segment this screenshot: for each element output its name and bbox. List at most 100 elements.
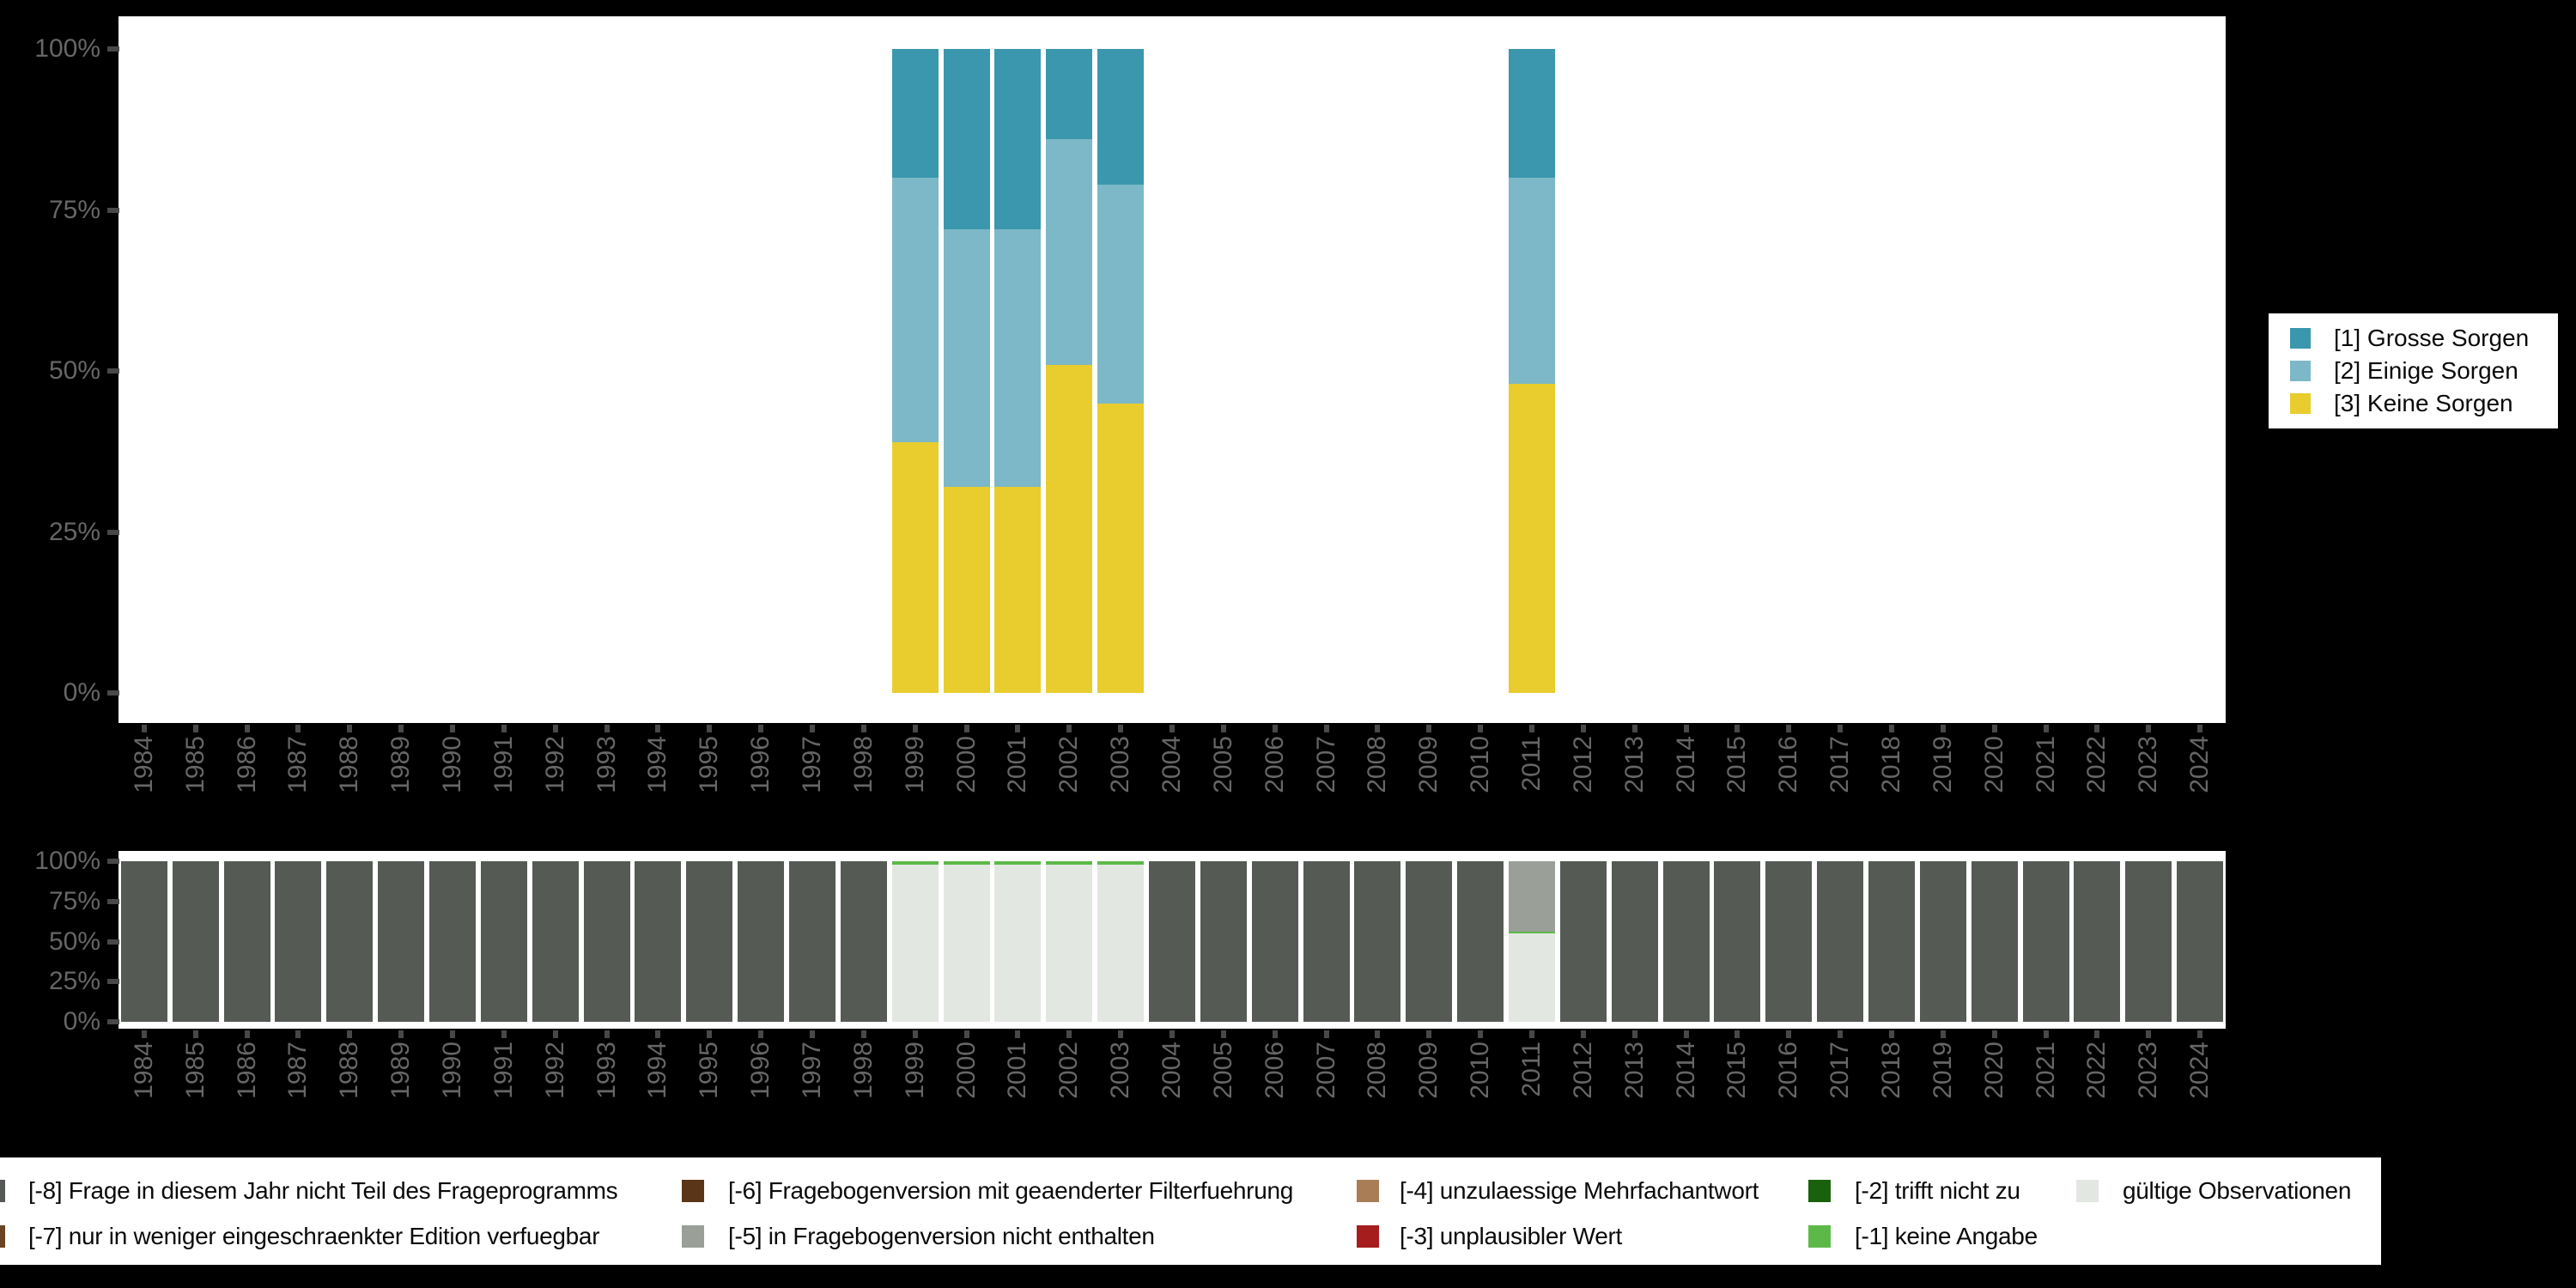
stacked-bar-2017 [1817, 861, 1864, 1022]
x-axis-tick [1735, 725, 1741, 732]
bar-segment [2074, 861, 2121, 1022]
stacked-bar-2005 [1200, 861, 1247, 1022]
worries-chart-legend: [1] Grosse Sorgen [2] Einige Sorgen [3] Ke… [2269, 313, 2558, 428]
x-axis-label-year: 1988 [335, 736, 364, 793]
x-axis-label-year: 2024 [2185, 1042, 2215, 1099]
x-axis-tick [347, 1030, 353, 1038]
x-axis-tick [1991, 725, 1997, 732]
bar-segment [1406, 861, 1453, 1022]
x-axis-label-year: 2022 [2082, 1042, 2111, 1099]
x-axis-tick [141, 725, 147, 732]
x-axis-tick [604, 1030, 610, 1038]
stacked-bar-1987 [275, 861, 322, 1022]
stacked-bar-1988 [326, 861, 374, 1022]
x-axis-label-year: 1997 [798, 1042, 827, 1099]
y-axis-tick [107, 939, 119, 945]
stacked-bar-1999 [891, 49, 939, 693]
x-axis-label-year: 2018 [1876, 1042, 1905, 1099]
x-axis-label-year: 1996 [746, 736, 775, 793]
bar-segment [891, 861, 939, 865]
bar-segment [1611, 861, 1658, 1022]
x-axis-tick [192, 1030, 198, 1038]
x-axis-label-year: 2011 [1516, 1042, 1546, 1097]
x-axis-label-year: 1994 [643, 1042, 672, 1099]
worries-chart-panel [118, 16, 2226, 723]
x-axis-label-year: 2006 [1260, 1042, 1289, 1099]
legend-label: [-5] in Fragebogenversion nicht enthalte… [728, 1223, 1155, 1249]
legend-label: [-2] trifft nicht zu [1855, 1177, 2020, 1204]
x-axis-label-year: 2022 [2082, 736, 2111, 793]
x-axis-tick [1991, 1030, 1997, 1038]
x-axis-tick [655, 1030, 661, 1038]
stacked-bar-2021 [2022, 861, 2069, 1022]
bar-segment [1046, 139, 1093, 365]
bar-segment [1508, 384, 1555, 693]
x-axis-tick [1066, 725, 1072, 732]
x-axis-label-year: 2002 [1054, 1042, 1084, 1099]
x-axis-tick [963, 725, 969, 732]
x-axis-label-year: 1998 [848, 1042, 878, 1099]
x-axis-tick [1683, 1030, 1689, 1038]
x-axis-label-year: 1999 [900, 736, 929, 793]
stacked-bar-1984 [120, 861, 167, 1022]
bar-segment [1662, 861, 1710, 1022]
x-axis-tick [2043, 1030, 2049, 1038]
x-axis-tick [347, 725, 353, 732]
stacked-bar-2016 [1765, 861, 1813, 1022]
stacked-bar-2019 [1919, 861, 1966, 1022]
x-axis-tick [295, 1030, 301, 1038]
legend-swatch [0, 1180, 5, 1202]
x-axis-label-year: 2004 [1157, 736, 1186, 793]
x-axis-tick [604, 725, 610, 732]
bar-segment [120, 861, 167, 1022]
bar-segment [943, 861, 990, 865]
x-axis-label-year: 1987 [283, 736, 313, 793]
legend-label: [1] Grosse Sorgen [2334, 325, 2530, 351]
x-axis-tick [1375, 1030, 1381, 1038]
stacked-bar-1989 [378, 861, 425, 1022]
stacked-bar-2006 [1251, 861, 1298, 1022]
y-axis-label: 100% [34, 847, 100, 875]
x-axis-label-year: 2023 [2134, 736, 2163, 793]
x-axis-label-year: 2013 [1619, 736, 1649, 793]
x-axis-label-year: 2016 [1774, 736, 1803, 793]
x-axis-label-year: 2012 [1568, 736, 1597, 793]
y-axis-tick [107, 859, 119, 864]
x-axis-tick [912, 725, 918, 732]
x-axis-label-year: 2009 [1414, 1042, 1443, 1099]
legend-swatch [1808, 1225, 1831, 1248]
x-axis-label-year: 1986 [232, 1042, 261, 1099]
x-axis-label-year: 2007 [1311, 1042, 1340, 1099]
x-axis-tick [1888, 1030, 1894, 1038]
y-axis-label: 25% [48, 517, 100, 546]
stacked-bar-2024 [2177, 861, 2224, 1022]
bar-segment [1508, 932, 1555, 934]
x-axis-tick [1940, 725, 1946, 732]
y-axis-label: 75% [48, 886, 100, 915]
stacked-bar-2000 [943, 861, 990, 1022]
x-axis-label-year: 2012 [1568, 1042, 1597, 1099]
bar-segment [1971, 861, 2018, 1022]
stacked-bar-2022 [2074, 861, 2121, 1022]
x-axis-tick [1940, 1030, 1946, 1038]
x-axis-label-year: 1993 [592, 736, 621, 793]
missings-legend-strip: [-8] Frage in diesem Jahr nicht Teil des… [0, 1157, 2381, 1265]
y-axis-tick [107, 207, 119, 213]
bar-segment [1508, 49, 1555, 178]
x-axis-label-year: 1996 [746, 1042, 775, 1099]
x-axis-tick [1015, 725, 1021, 732]
stacked-bar-2002 [1046, 861, 1093, 1022]
bar-segment [1046, 49, 1093, 139]
bar-segment [891, 178, 939, 442]
x-axis-tick [295, 725, 301, 732]
x-axis-tick [1888, 725, 1894, 732]
x-axis-label-year: 1985 [180, 1042, 210, 1099]
x-axis-tick [1786, 1030, 1792, 1038]
stacked-bar-1996 [738, 861, 785, 1022]
bar-segment [891, 49, 939, 178]
x-axis-label-year: 2006 [1260, 736, 1289, 793]
bar-segment [840, 861, 887, 1022]
bar-segment [1097, 49, 1145, 185]
x-axis-tick [758, 725, 764, 732]
bar-segment [223, 861, 270, 1022]
